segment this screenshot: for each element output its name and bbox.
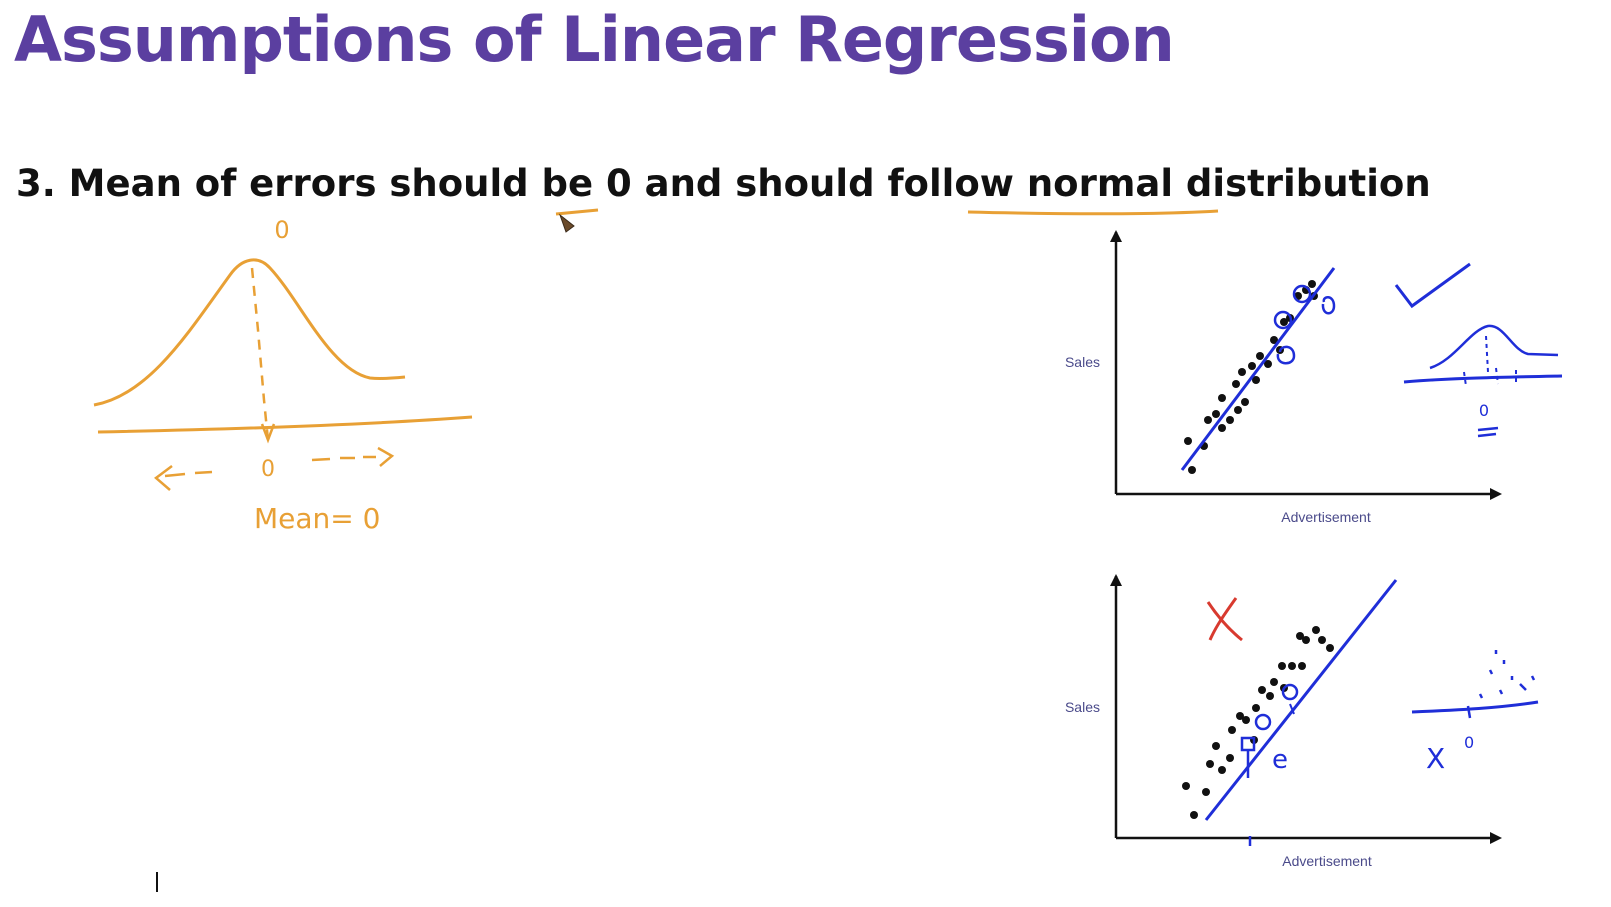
pen-stroke-mark <box>555 208 599 216</box>
bell-axis-line <box>97 415 473 434</box>
regression-line-annotations-bottom <box>1204 579 1539 846</box>
checkmark-icon <box>1394 262 1471 309</box>
y-axis-arrow-bottom <box>1110 574 1122 586</box>
scatter-plot-good: Sales Advertisement 0 <box>1065 230 1563 525</box>
assumption-heading: 3. Mean of errors should be 0 and should… <box>16 162 1431 205</box>
distribution-cross-label: X <box>1426 742 1445 775</box>
mean-equals-zero-note: Mean= 0 <box>254 502 380 535</box>
data-points-top <box>1184 280 1318 474</box>
x-axis-label-bottom: Advertisement <box>1282 853 1372 869</box>
regression-line-annotations-top <box>1180 262 1563 471</box>
y-axis-arrow-top <box>1110 230 1122 242</box>
red-cross-icon <box>1206 597 1243 642</box>
zero-label-top: 0 <box>274 216 289 244</box>
mean-dashed-line <box>250 267 270 441</box>
normal-distribution-underline <box>967 209 1219 216</box>
x-axis-arrow-top <box>1490 488 1502 500</box>
data-points-bottom <box>1182 626 1334 819</box>
x-axis-label-top: Advertisement <box>1281 509 1371 525</box>
left-arrow <box>154 465 213 491</box>
distribution-zero-label: 0 <box>1479 401 1489 420</box>
pen-cursor-icon <box>558 213 575 233</box>
right-arrow <box>311 446 395 467</box>
scatter-plot-bad: Sales Advertisement e X 0 <box>1065 574 1539 869</box>
bell-curve-sketch: 0 0 Mean= 0 <box>93 216 473 535</box>
zero-label-axis: 0 <box>261 457 275 482</box>
y-axis-label-bottom: Sales <box>1065 699 1100 715</box>
error-residual-label: e <box>1272 745 1288 775</box>
mean-tick <box>260 423 276 444</box>
y-axis-label-top: Sales <box>1065 354 1100 370</box>
x-axis-arrow-bottom <box>1490 832 1502 844</box>
distribution-zero-label-bottom: 0 <box>1464 733 1474 752</box>
bell-curve <box>93 258 406 407</box>
footer-divider <box>156 872 158 892</box>
slide-title: Assumptions of Linear Regression <box>14 3 1175 76</box>
